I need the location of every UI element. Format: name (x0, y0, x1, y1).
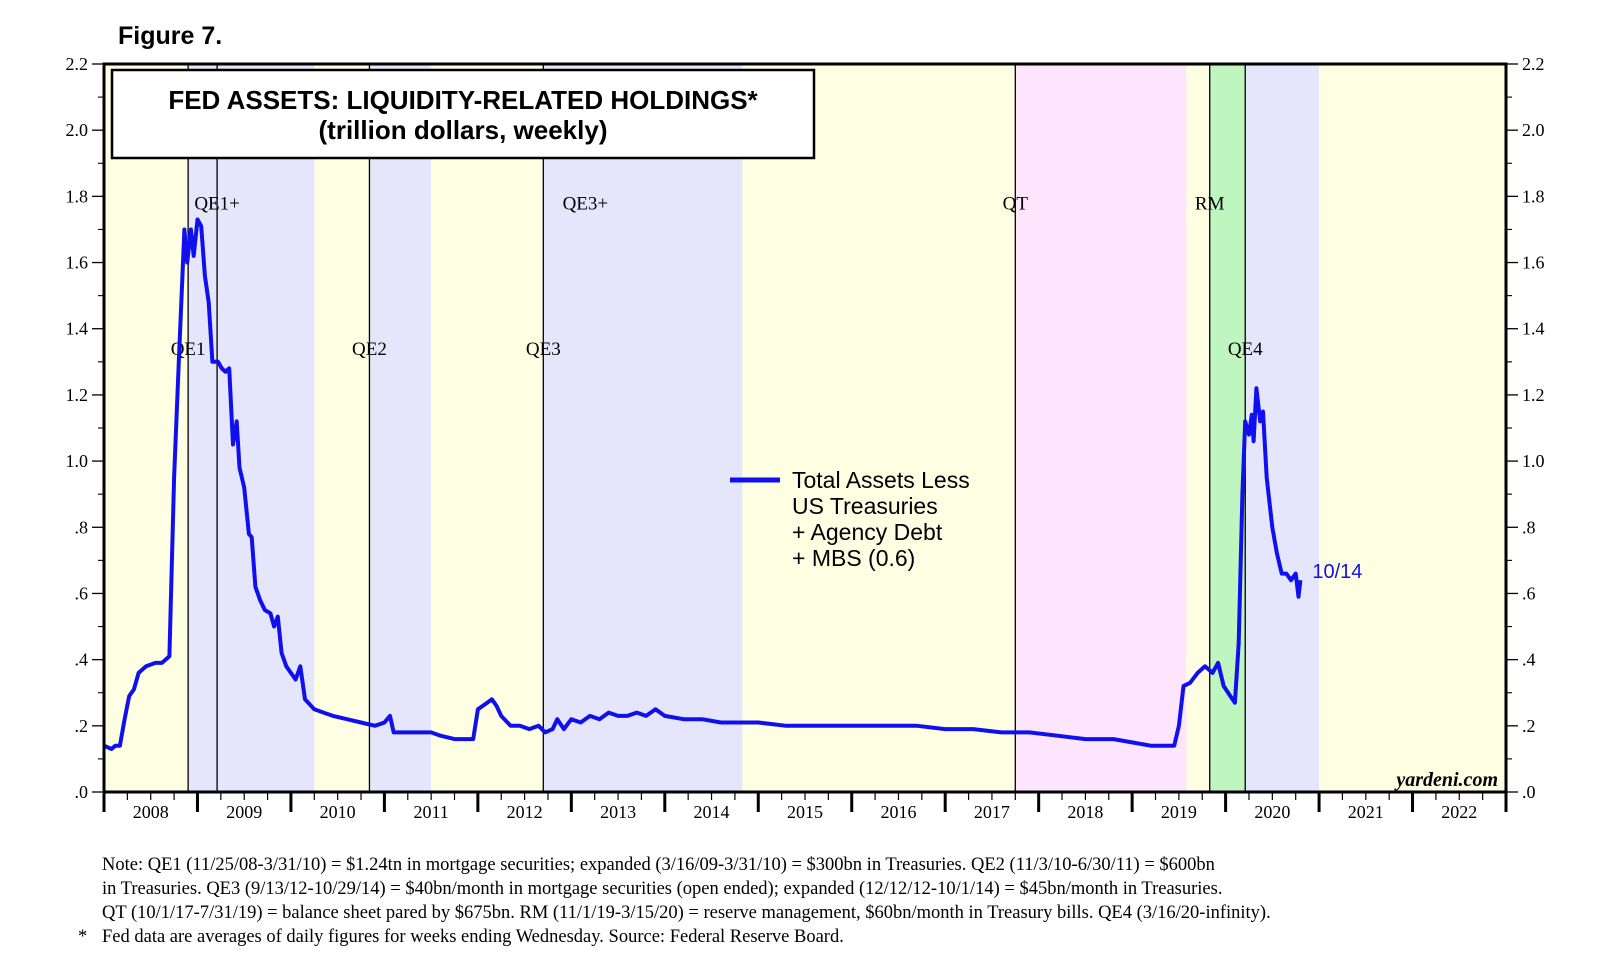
y-tick-label-left: 1.4 (66, 319, 89, 339)
chart-title: FED ASSETS: LIQUIDITY-RELATED HOLDINGS* (168, 85, 758, 115)
legend-line-4: + MBS (0.6) (792, 545, 915, 571)
band-green (1209, 64, 1246, 792)
x-year-label: 2021 (1348, 802, 1384, 822)
y-tick-label-left: 1.8 (66, 186, 89, 206)
y-tick-label-right: .2 (1522, 716, 1536, 736)
y-tick-label-right: 1.0 (1522, 451, 1545, 471)
y-tick-label-right: .6 (1522, 583, 1536, 603)
y-tick-label-right: 1.6 (1522, 253, 1545, 273)
x-axis: 2008 2009 2010 2011 2012 2013 2014 2015 2016 2017… (102, 792, 1508, 822)
annotation-qe3-plus: QE3+ (563, 194, 609, 215)
legend-line-1: Total Assets Less (792, 467, 970, 493)
x-year-label: 2018 (1067, 802, 1103, 822)
period-annotations: QE1+ QE3+ QT RM QE1 QE2 QE3 QE4 (171, 194, 1263, 361)
y-tick-label-right: .0 (1522, 782, 1536, 802)
legend-line-2: US Treasuries (792, 493, 938, 519)
footnote-marker: * (78, 927, 88, 947)
y-tick-label-left: 1.6 (66, 253, 89, 273)
y-tick-label-left: 2.0 (66, 120, 89, 140)
y-tick-label-left: .6 (75, 583, 89, 603)
x-year-label: 2009 (226, 802, 262, 822)
y-tick-label-right: 1.4 (1522, 319, 1545, 339)
source-brand: yardeni.com (1394, 769, 1498, 791)
annotation-qt: QT (1003, 194, 1029, 215)
band-lavender (188, 64, 315, 792)
x-year-label: 2019 (1161, 802, 1197, 822)
annotation-qe2: QE2 (352, 339, 387, 360)
band-yellow (314, 64, 370, 792)
annotation-qe4: QE4 (1228, 339, 1263, 360)
band-lavender (1245, 64, 1320, 792)
x-year-label: 2014 (694, 802, 730, 822)
band-lavender (543, 64, 743, 792)
annotation-rm: RM (1195, 194, 1225, 215)
note-line-1: Note: QE1 (11/25/08-3/31/10) = $1.24tn i… (102, 855, 1215, 875)
y-tick-label-left: 2.2 (66, 54, 89, 74)
x-year-label: 2020 (1254, 802, 1290, 822)
x-year-label: 2016 (880, 802, 916, 822)
x-year-label: 2015 (787, 802, 823, 822)
series-line (103, 217, 1303, 751)
band-yellow (104, 64, 189, 792)
x-year-label: 2011 (413, 802, 448, 822)
y-tick-label-left: .0 (75, 782, 89, 802)
title-box: FED ASSETS: LIQUIDITY-RELATED HOLDINGS* … (110, 68, 816, 160)
y-tick-label-right: 1.2 (1522, 385, 1545, 405)
data-series (103, 217, 1303, 751)
y-tick-label-left: 1.0 (66, 451, 89, 471)
x-year-label: 2022 (1441, 802, 1477, 822)
y-tick-label-right: .4 (1522, 650, 1536, 670)
annotation-qe1-plus: QE1+ (194, 194, 240, 215)
note-line-3: QT (10/1/17-7/31/19) = balance sheet par… (102, 903, 1271, 923)
x-year-label: 2013 (600, 802, 636, 822)
period-bands (104, 64, 1506, 792)
chart-subtitle: (trillion dollars, weekly) (319, 115, 608, 145)
band-lavender (369, 64, 432, 792)
legend: Total Assets Less US Treasuries + Agency… (730, 467, 970, 571)
note-line-4: Fed data are averages of daily figures f… (102, 927, 844, 947)
x-year-label: 2008 (133, 802, 169, 822)
note-line-2: in Treasuries. QE3 (9/13/12-10/29/14) = … (102, 879, 1223, 899)
x-year-label: 2012 (507, 802, 543, 822)
y-tick-label-left: 1.2 (66, 385, 89, 405)
band-yellow (742, 64, 1016, 792)
y-tick-label-right: 2.0 (1522, 120, 1545, 140)
y-tick-label-right: 1.8 (1522, 186, 1545, 206)
band-yellow (1186, 64, 1210, 792)
band-yellow (1319, 64, 1506, 792)
x-year-label: 2010 (320, 802, 356, 822)
y-axes: .0 .0 .2 .2 .4 .4 .6 .6 .8 .8 1.0 1.0 1.2 1.2 1.4 1.4 1.… (66, 54, 1545, 802)
band-yellow (431, 64, 544, 792)
figure-label: Figure 7. (118, 22, 222, 50)
y-tick-label-left: .4 (75, 650, 89, 670)
y-tick-label-left: .8 (75, 517, 89, 537)
y-tick-label-right: .8 (1522, 517, 1536, 537)
title-box-frame (110, 68, 816, 160)
annotation-qe3: QE3 (526, 339, 561, 360)
y-tick-label-left: .2 (75, 716, 89, 736)
annotation-qe1: QE1 (171, 339, 206, 360)
x-year-label: 2017 (974, 802, 1010, 822)
y-tick-label-right: 2.2 (1522, 54, 1545, 74)
series-end-label: 10/14 (1312, 561, 1362, 583)
band-pink (1015, 64, 1187, 792)
legend-line-3: + Agency Debt (792, 519, 943, 545)
